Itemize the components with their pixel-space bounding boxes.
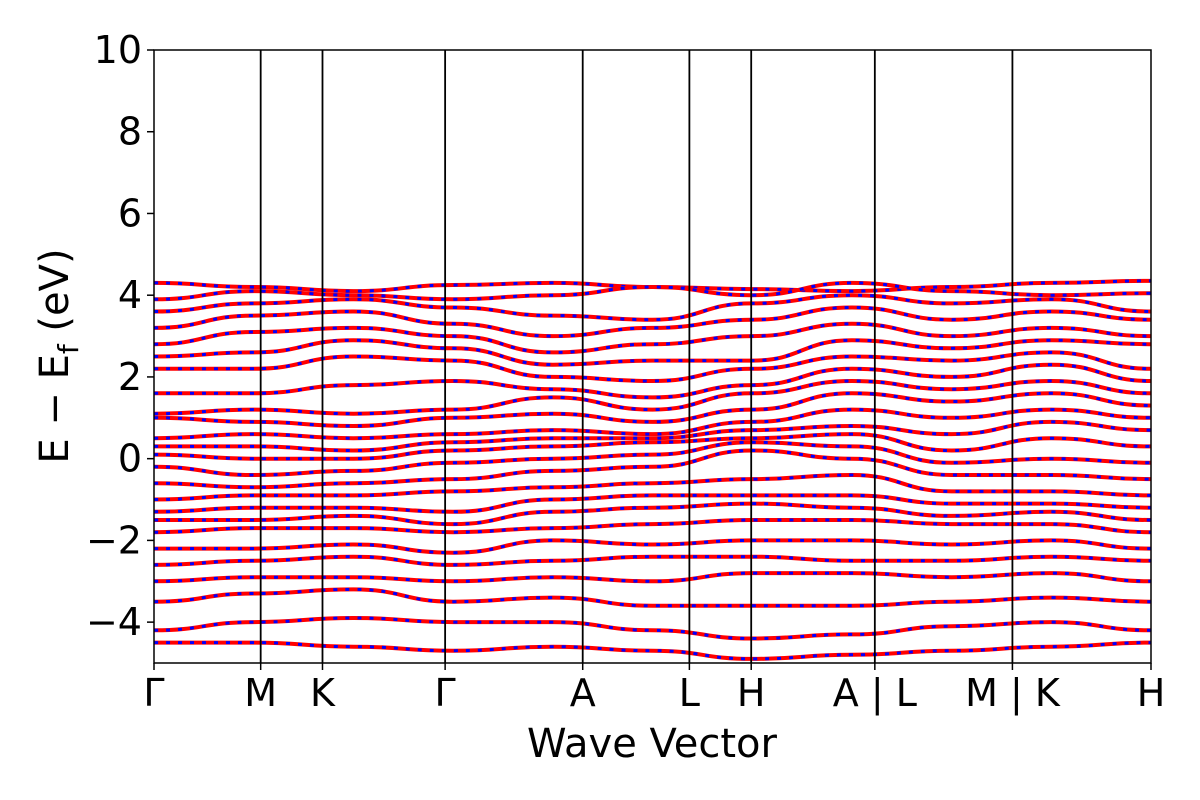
- band-line-overlay-11: [154, 420, 1151, 453]
- band-line-5: [154, 338, 1151, 367]
- band-line-9: [154, 391, 1151, 429]
- y-tick-label-1: −2: [86, 518, 142, 562]
- x-tick-label-3: Γ: [435, 671, 456, 715]
- band-line-7: [154, 362, 1151, 400]
- x-tick-label-9: H: [1137, 671, 1166, 715]
- band-line-19: [154, 538, 1151, 555]
- band-line-23: [154, 615, 1151, 641]
- y-tick-label-3: 2: [118, 355, 142, 399]
- band-line-10: [154, 407, 1151, 441]
- band-line-2: [154, 293, 1151, 322]
- band-line-17: [154, 501, 1151, 527]
- y-axis-title-unit: (eV): [32, 248, 78, 344]
- y-tick-label-0: −4: [86, 600, 142, 644]
- x-tick-label-6: H: [737, 671, 766, 715]
- band-line-13: [154, 440, 1151, 478]
- y-axis-ticks: −4 −2 0 2 4 6 8 10: [86, 28, 154, 644]
- x-tick-label-2: K: [310, 671, 336, 715]
- band-line-3: [154, 305, 1151, 339]
- band-line-4: [154, 321, 1151, 355]
- y-tick-label-7: 10: [94, 28, 142, 72]
- bands-layer: [154, 278, 1151, 661]
- y-tick-label-2: 0: [118, 437, 142, 481]
- band-line-14: [154, 448, 1151, 490]
- band-line-6: [154, 350, 1151, 384]
- band-line-18: [154, 517, 1151, 535]
- x-tick-label-7: A | L: [833, 671, 917, 716]
- band-line-1: [154, 280, 1151, 302]
- band-line-22: [154, 587, 1151, 608]
- y-tick-label-4: 4: [118, 273, 142, 317]
- x-axis-title: Wave Vector: [527, 721, 778, 767]
- y-tick-label-6: 8: [118, 110, 142, 154]
- x-tick-label-1: M: [244, 671, 277, 715]
- plot-frame: [153, 49, 1152, 664]
- band-line-overlay-18: [154, 518, 1151, 534]
- band-line-overlay-6: [154, 350, 1151, 383]
- band-line-24: [154, 640, 1151, 661]
- y-axis-title-subscript: f: [52, 343, 85, 354]
- x-tick-label-5: L: [679, 671, 700, 715]
- x-tick-label-4: A: [570, 671, 596, 715]
- x-tick-label-8: M | K: [965, 671, 1061, 716]
- x-tick-label-0: Γ: [143, 671, 164, 715]
- band-line-16: [154, 493, 1151, 514]
- band-line-8: [154, 378, 1151, 416]
- band-line-overlay-19: [154, 538, 1151, 555]
- band-line-21: [154, 571, 1151, 584]
- y-tick-label-5: 6: [118, 191, 142, 235]
- band-line-20: [154, 554, 1151, 567]
- band-line-overlay-12: [154, 432, 1151, 461]
- kpoint-lines: [259, 50, 1014, 663]
- y-axis-title-main: E − E: [32, 354, 78, 464]
- y-axis-title: E − Ef (eV): [32, 248, 85, 463]
